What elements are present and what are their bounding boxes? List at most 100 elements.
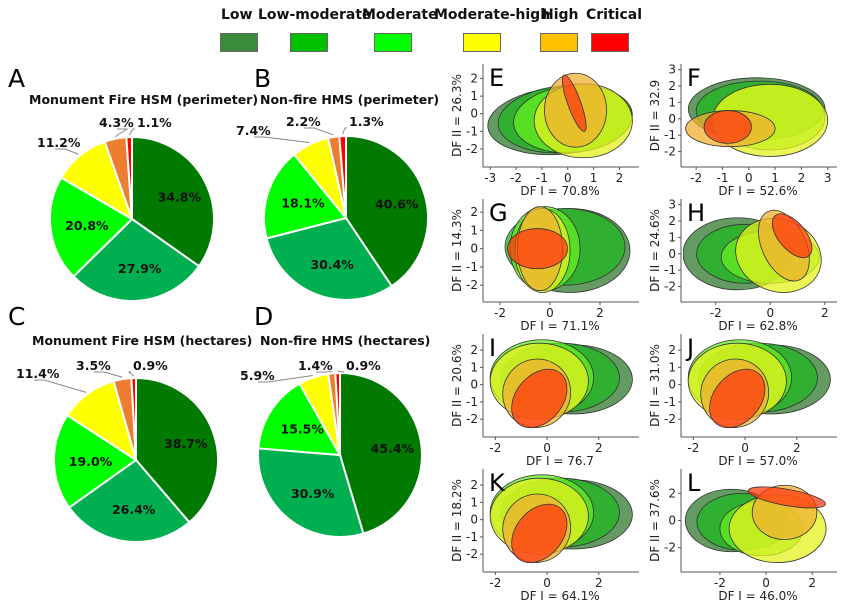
pie-slice-critical	[130, 376, 137, 461]
leader-line	[254, 136, 310, 143]
pie-slice-low-moderate	[257, 447, 365, 538]
x-tick-label: 2	[821, 306, 829, 320]
pie-slice-low	[345, 134, 429, 288]
panel-letter-b: B	[254, 64, 272, 93]
panel-letter: E	[489, 64, 504, 92]
x-tick-label: 2	[798, 171, 806, 185]
pie-label: 20.8%	[65, 218, 109, 233]
y-tick-label: 0	[668, 247, 676, 261]
x-tick-label: -2	[510, 171, 522, 185]
panel-letter: G	[489, 199, 508, 227]
y-tick-label: -2	[466, 142, 478, 156]
x-tick-label: -2	[494, 306, 506, 320]
ellipse-plot-l: -2 0 220-2DF I = 46.0%DF II = 37.6% L	[648, 469, 837, 603]
pie-label: 0.9%	[133, 358, 168, 373]
x-tick-label: 1	[590, 171, 598, 185]
ellipse-critical	[511, 368, 568, 429]
panel-letter: J	[685, 334, 694, 362]
pie-label: 0.9%	[346, 358, 381, 373]
legend-label-critical: Critical	[586, 7, 643, 23]
pie-title-c: Monument Fire HSM (hectares)	[32, 333, 253, 348]
legend-swatch-moderate-high	[463, 33, 501, 52]
leader-line	[258, 375, 313, 383]
panel-letter-a: A	[8, 64, 26, 93]
x-tick-label: 2	[595, 576, 603, 590]
pie-c: 38.7% 26.4% 19.0% 11.4% 3.5% 0.9%	[16, 358, 219, 543]
legend-swatch-high	[540, 33, 578, 52]
pie-label: 11.2%	[37, 135, 81, 150]
panel-letter: I	[489, 334, 496, 362]
x-tick-label: -2	[687, 441, 699, 455]
leader-line	[127, 371, 134, 377]
x-tick-label: 2	[793, 441, 801, 455]
x-axis-label: DF I = 46.0%	[718, 589, 797, 603]
pie-slice-low-moderate	[72, 217, 201, 302]
x-axis-label: DF I = 57.0%	[718, 454, 797, 468]
pie-label: 40.6%	[375, 197, 419, 212]
pie-label: 30.4%	[310, 257, 354, 272]
legend-label-moderate: Moderate	[362, 7, 438, 23]
y-tick-label: -2	[664, 541, 676, 555]
y-tick-label: 1	[668, 95, 676, 109]
pie-label: 45.4%	[371, 441, 415, 456]
legend-label-low: Low	[221, 7, 253, 23]
y-tick-label: 0	[668, 378, 676, 392]
legend-swatch-low-moderate	[290, 33, 328, 52]
ellipse-critical	[703, 110, 752, 144]
pie-label: 30.9%	[291, 486, 335, 501]
pie-label: 5.9%	[240, 368, 275, 383]
legend-swatch-moderate	[374, 33, 412, 52]
pie-d: 45.4% 30.9% 15.5% 5.9% 1.4% 0.9%	[240, 358, 423, 538]
legend-swatch-low	[220, 33, 258, 52]
y-tick-label: 2	[668, 214, 676, 228]
pie-slice-moderate	[53, 413, 138, 509]
x-tick-label: 3	[824, 171, 832, 185]
legend-label-low-moderate: Low-moderate	[258, 7, 372, 23]
x-axis-label: DF I = 64.1%	[520, 589, 599, 603]
pie-label: 3.5%	[76, 358, 111, 373]
leader-line	[34, 379, 87, 393]
ellipse-plot-i: -2 0 2 2 1 0 -1 -2 DF I = 76.7 DF II = 20.6% I	[450, 334, 639, 468]
ellipse-critical	[747, 486, 826, 509]
leader-line	[55, 148, 79, 155]
y-tick-label: 1	[470, 360, 478, 374]
pie-title-a: Monument Fire HSM (perimeter)	[29, 92, 259, 107]
legend-swatch-critical	[591, 33, 629, 52]
x-tick-label: 0	[766, 306, 774, 320]
x-tick-label: 0	[543, 576, 551, 590]
x-tick-label: 0	[741, 441, 749, 455]
y-tick-label: 1	[470, 495, 478, 509]
x-tick-label: -2	[690, 171, 702, 185]
pie-a: 34.8% 27.9% 20.8% 11.2% 4.3% 1.1%	[37, 115, 215, 302]
leader-line	[304, 127, 334, 136]
panel-letter: K	[489, 469, 506, 497]
y-tick-label: -1	[664, 263, 676, 277]
x-tick-label: 0	[543, 441, 551, 455]
y-tick-label: 2	[470, 72, 478, 86]
y-tick-label: -1	[466, 395, 478, 409]
y-axis-label: DF II = 18.2%	[450, 479, 464, 562]
y-tick-label: -2	[664, 145, 676, 159]
x-axis-label: DF I = 70.8%	[520, 184, 599, 198]
pie-label: 26.4%	[112, 502, 156, 517]
pie-title-b: Non-fire HMS (perimeter)	[260, 92, 440, 107]
panel-letter: H	[687, 199, 705, 227]
leader-line	[114, 128, 129, 138]
x-tick-label: 2	[808, 576, 816, 590]
x-axis-label: DF I = 52.6%	[718, 184, 797, 198]
y-tick-label: -1	[466, 124, 478, 138]
y-tick-label: -2	[466, 547, 478, 561]
pie-label: 38.7%	[164, 436, 208, 451]
leader-line	[94, 371, 123, 378]
x-tick-label: 2	[595, 441, 603, 455]
y-tick-label: 2	[470, 205, 478, 219]
x-tick-label: -1	[716, 171, 728, 185]
leader-line	[342, 127, 347, 135]
ellipse-plot-k: -2 0 2 2 1 0 -1 -2 DF I = 64.1% DF II = 18.2% K	[450, 469, 639, 603]
x-tick-label: -2	[710, 306, 722, 320]
leader-line	[128, 128, 135, 136]
pie-label: 1.1%	[137, 115, 172, 130]
x-axis-label: DF I = 62.8%	[718, 319, 797, 333]
y-tick-label: 3	[668, 198, 676, 212]
